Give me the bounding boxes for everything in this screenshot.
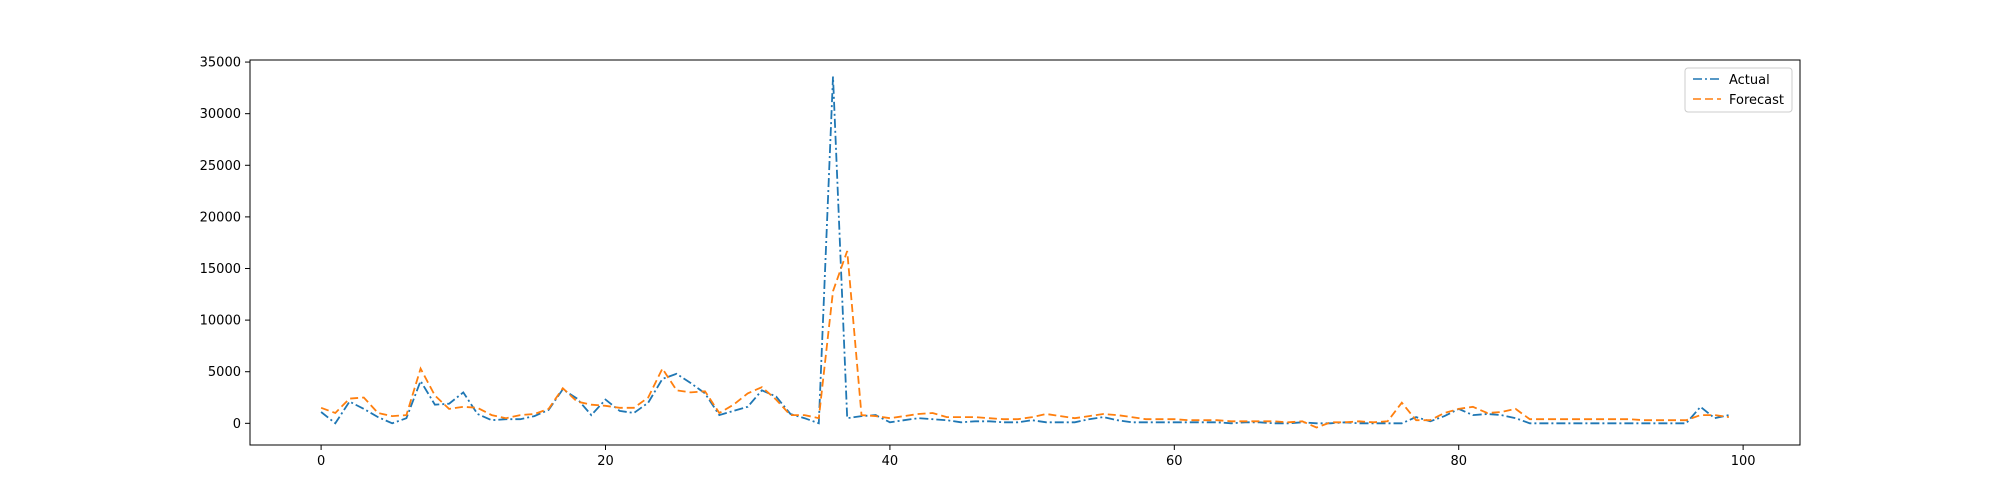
x-tick-label: 40 (882, 454, 899, 469)
legend-actual-label: Actual (1729, 73, 1770, 88)
y-tick-label: 30000 (200, 107, 241, 122)
x-tick-label: 20 (597, 454, 614, 469)
y-tick-label: 35000 (200, 56, 241, 71)
y-tick-label: 15000 (200, 262, 241, 277)
x-tick-label: 80 (1450, 454, 1467, 469)
x-tick-label: 100 (1731, 454, 1756, 469)
legend-forecast-label: Forecast (1729, 93, 1784, 108)
series-line-forecast (320, 250, 1730, 429)
plot-frame (249, 59, 1801, 446)
y-tick-label: 5000 (208, 365, 241, 380)
series-layer (320, 76, 1730, 429)
y-tick-label: 10000 (200, 314, 241, 329)
legend: Actual Forecast (1684, 67, 1793, 113)
x-tick-label: 0 (317, 454, 325, 469)
y-axis: 0 5000 10000 15000 20000 25000 30000 35000 (200, 56, 250, 432)
y-tick-label: 0 (233, 417, 241, 432)
x-axis: 0 20 40 60 80 100 (317, 445, 1756, 469)
series-line-actual (320, 76, 1730, 425)
y-tick-label: 25000 (200, 159, 241, 174)
x-tick-label: 60 (1166, 454, 1183, 469)
y-tick-label: 20000 (200, 210, 241, 225)
